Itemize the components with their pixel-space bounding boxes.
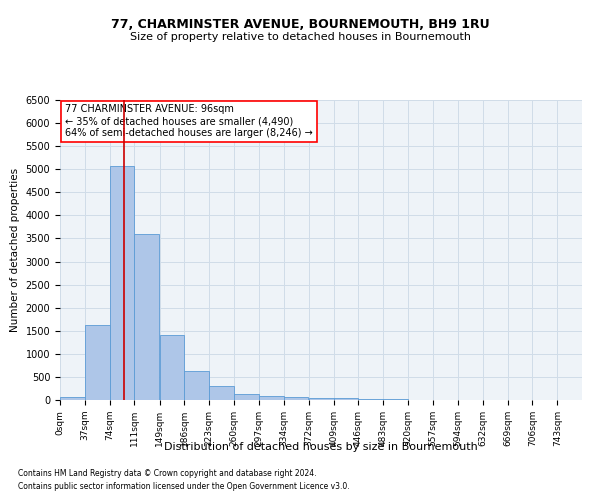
Text: Contains public sector information licensed under the Open Government Licence v3: Contains public sector information licen…: [18, 482, 350, 491]
Text: Contains HM Land Registry data © Crown copyright and database right 2024.: Contains HM Land Registry data © Crown c…: [18, 468, 317, 477]
Text: 77, CHARMINSTER AVENUE, BOURNEMOUTH, BH9 1RU: 77, CHARMINSTER AVENUE, BOURNEMOUTH, BH9…: [110, 18, 490, 30]
Bar: [85, 325, 110, 400]
Bar: [284, 398, 308, 400]
Bar: [358, 399, 383, 400]
Text: Distribution of detached houses by size in Bournemouth: Distribution of detached houses by size …: [164, 442, 478, 452]
Bar: [60, 396, 85, 400]
Y-axis label: Number of detached properties: Number of detached properties: [10, 168, 20, 332]
Bar: [259, 396, 284, 400]
Bar: [209, 386, 234, 400]
Bar: [334, 398, 358, 400]
Bar: [184, 372, 209, 400]
Text: Size of property relative to detached houses in Bournemouth: Size of property relative to detached ho…: [130, 32, 470, 42]
Bar: [309, 398, 334, 400]
Bar: [160, 336, 184, 400]
Bar: [134, 234, 159, 400]
Bar: [234, 394, 259, 400]
Text: 77 CHARMINSTER AVENUE: 96sqm
← 35% of detached houses are smaller (4,490)
64% of: 77 CHARMINSTER AVENUE: 96sqm ← 35% of de…: [65, 104, 313, 138]
Bar: [110, 166, 134, 400]
